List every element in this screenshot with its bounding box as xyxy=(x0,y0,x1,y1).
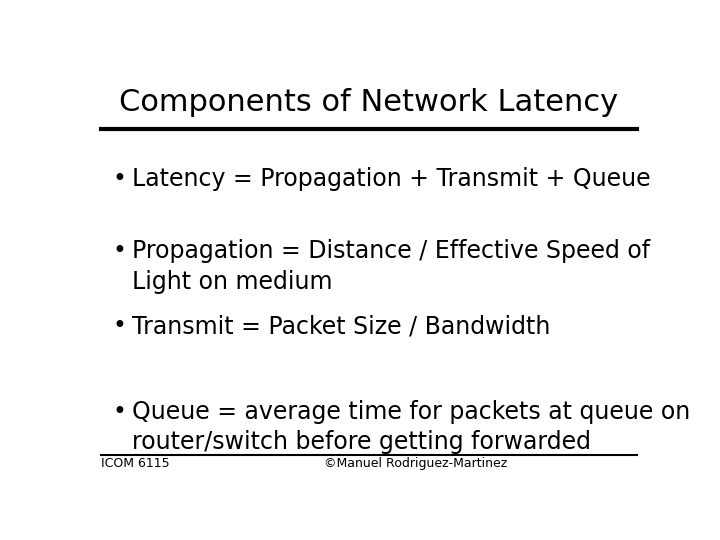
Text: ©Manuel Rodriguez-Martinez: ©Manuel Rodriguez-Martinez xyxy=(324,457,508,470)
Text: •: • xyxy=(112,314,126,338)
Text: Components of Network Latency: Components of Network Latency xyxy=(120,87,618,117)
Text: Transmit = Packet Size / Bandwidth: Transmit = Packet Size / Bandwidth xyxy=(132,314,550,338)
Text: •: • xyxy=(112,239,126,264)
Text: Queue = average time for packets at queue on
router/switch before getting forwar: Queue = average time for packets at queu… xyxy=(132,400,690,454)
Text: ICOM 6115: ICOM 6115 xyxy=(101,457,170,470)
Text: •: • xyxy=(112,400,126,423)
Text: •: • xyxy=(112,167,126,191)
Text: Propagation = Distance / Effective Speed of
Light on medium: Propagation = Distance / Effective Speed… xyxy=(132,239,650,294)
Text: Latency = Propagation + Transmit + Queue: Latency = Propagation + Transmit + Queue xyxy=(132,167,650,191)
